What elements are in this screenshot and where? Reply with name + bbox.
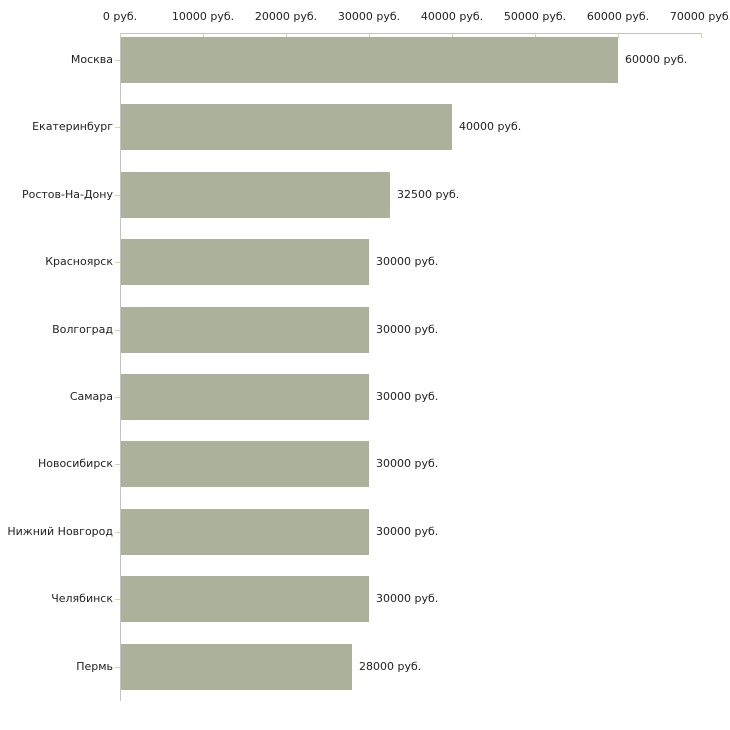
category-label: Красноярск [45, 255, 113, 268]
y-axis-tick-mark [115, 667, 120, 668]
x-axis-tick-label: 60000 руб. [586, 10, 650, 23]
x-axis-tick-mark [369, 33, 370, 38]
x-axis-tick-label: 30000 руб. [337, 10, 401, 23]
x-axis-tick-label: 20000 руб. [254, 10, 318, 23]
value-label: 32500 руб. [397, 188, 460, 201]
category-label: Пермь [76, 660, 113, 673]
x-axis-line [120, 33, 702, 34]
value-label: 30000 руб. [376, 592, 439, 605]
category-label: Нижний Новгород [7, 525, 113, 538]
value-label: 30000 руб. [376, 390, 439, 403]
x-axis-tick-label: 10000 руб. [171, 10, 235, 23]
category-label: Новосибирск [37, 457, 113, 470]
bar [121, 374, 369, 420]
value-label: 30000 руб. [376, 457, 439, 470]
y-axis-tick-mark [115, 397, 120, 398]
category-label: Волгоград [52, 323, 113, 336]
bar [121, 37, 618, 83]
category-label: Челябинск [51, 592, 113, 605]
bar [121, 644, 352, 690]
y-axis-tick-mark [115, 262, 120, 263]
x-axis-tick-mark [618, 33, 619, 38]
bar [121, 172, 390, 218]
x-axis-tick-mark [452, 33, 453, 38]
y-axis-tick-mark [115, 532, 120, 533]
bar [121, 239, 369, 285]
x-axis-tick-mark [286, 33, 287, 38]
category-label: Ростов-На-Дону [21, 188, 113, 201]
x-axis-tick-label: 70000 руб. [669, 10, 730, 23]
x-axis-tick-label: 40000 руб. [420, 10, 484, 23]
x-axis-tick-mark [120, 33, 121, 38]
x-axis-tick-label: 50000 руб. [503, 10, 567, 23]
value-label: 40000 руб. [459, 120, 522, 133]
x-axis-tick-mark [535, 33, 536, 38]
value-label: 60000 руб. [625, 53, 688, 66]
y-axis-tick-mark [115, 330, 120, 331]
y-axis-tick-mark [115, 464, 120, 465]
bar [121, 576, 369, 622]
category-label: Москва [70, 53, 113, 66]
x-axis-tick-mark [701, 33, 702, 38]
bar [121, 509, 369, 555]
y-axis-tick-mark [115, 599, 120, 600]
category-label: Екатеринбург [32, 120, 113, 133]
value-label: 30000 руб. [376, 323, 439, 336]
value-label: 30000 руб. [376, 255, 439, 268]
y-axis-tick-mark [115, 60, 120, 61]
category-label: Самара [69, 390, 113, 403]
y-axis-tick-mark [115, 195, 120, 196]
bar [121, 307, 369, 353]
x-axis-tick-label: 0 руб. [102, 10, 138, 23]
y-axis-line [120, 33, 121, 701]
bar [121, 104, 452, 150]
value-label: 28000 руб. [359, 660, 422, 673]
value-label: 30000 руб. [376, 525, 439, 538]
bar [121, 441, 369, 487]
x-axis-tick-mark [203, 33, 204, 38]
y-axis-tick-mark [115, 127, 120, 128]
